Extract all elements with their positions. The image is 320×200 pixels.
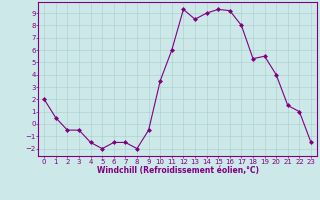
X-axis label: Windchill (Refroidissement éolien,°C): Windchill (Refroidissement éolien,°C) — [97, 166, 259, 175]
